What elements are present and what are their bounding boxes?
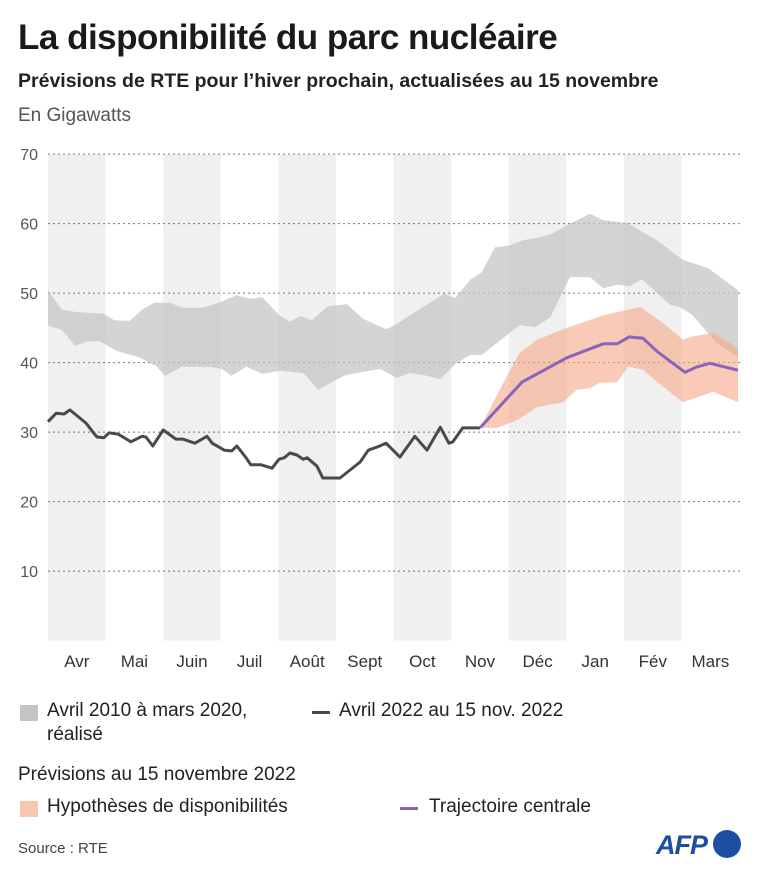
y-tick-label: 40 (20, 356, 38, 373)
month-shade (393, 154, 452, 641)
chart-title: La disponibilité du parc nucléaire (18, 18, 558, 57)
legend-forecast-heading: Prévisions au 15 novembre 2022 (18, 764, 296, 785)
y-tick-label: 30 (20, 425, 38, 442)
x-tick-label: Jan (581, 652, 608, 671)
unit-label: En Gigawatts (18, 105, 131, 126)
y-tick-label: 20 (20, 495, 38, 512)
actual-2022-line (46, 408, 480, 480)
y-tick-label: 50 (20, 286, 38, 303)
y-tick-label: 10 (20, 564, 38, 581)
hypotheses-band (480, 307, 738, 428)
x-tick-label: Mars (692, 652, 730, 671)
legend-actual: Avril 2022 au 15 nov. 2022 (339, 700, 564, 721)
month-shade (163, 154, 221, 641)
source-note: Source : RTE (18, 840, 108, 857)
legend-hypotheses: Hypothèses de disponibilités (47, 796, 288, 817)
legend-line-actual (312, 711, 330, 714)
y-tick-label: 60 (20, 217, 38, 234)
x-tick-label: Juil (237, 652, 263, 671)
legend-swatch-historical (20, 705, 38, 721)
x-tick-label: Fév (639, 652, 668, 671)
legend-historical: Avril 2010 à mars 2020, (47, 700, 248, 721)
x-tick-label: Avr (64, 652, 90, 671)
historical-band (48, 213, 738, 390)
legend-central: Trajectoire centrale (429, 796, 591, 817)
x-tick-label: Août (290, 652, 325, 671)
x-tick-label: Sept (347, 652, 382, 671)
x-tick-label: Mai (121, 652, 148, 671)
afp-logo-circle-icon (713, 830, 742, 858)
afp-logo-text: AFP (656, 830, 708, 860)
legend-line-central (400, 807, 418, 810)
chart-plot: 10 20 30 40 50 60 70 Avr Mai Juin Juil Août Sept Oct N… (20, 147, 740, 671)
central-trajectory-line (478, 335, 739, 429)
chart-subtitle: Prévisions de RTE pour l’hiver prochain,… (18, 70, 659, 92)
x-tick-label: Nov (465, 652, 496, 671)
x-tick-label: Oct (409, 652, 436, 671)
afp-logo: AFP (656, 830, 742, 861)
y-tick-label: 70 (20, 147, 38, 164)
x-tick-label: Juin (176, 652, 207, 671)
legend-historical-line2: réalisé (47, 724, 103, 745)
x-tick-label: Déc (522, 652, 553, 671)
month-shade (48, 154, 106, 641)
month-shade (278, 154, 336, 641)
legend-swatch-hypotheses (20, 801, 38, 817)
